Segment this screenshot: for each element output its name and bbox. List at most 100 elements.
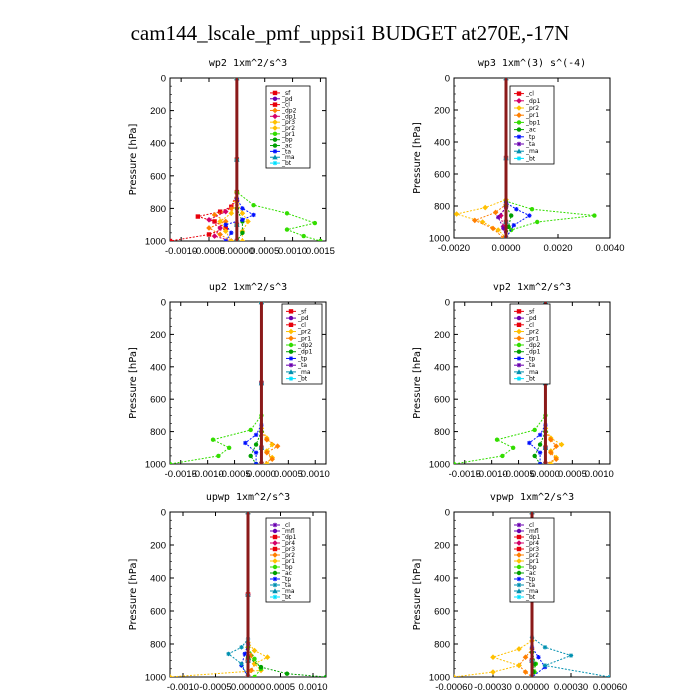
- data-point_pr1: [264, 436, 270, 443]
- data-point_dp2: [454, 461, 457, 464]
- legend-label: _pr2: [525, 329, 539, 336]
- x-tick-label: -0.0020: [438, 243, 470, 254]
- legend-swatch-marker: [516, 528, 522, 534]
- plot-area: [170, 302, 281, 464]
- data-point_tp: [511, 223, 516, 228]
- data-point_pr1: [301, 233, 306, 239]
- data-point_ta: [240, 217, 245, 223]
- legend-swatch-marker: [272, 552, 278, 558]
- data-point_dp2: [216, 453, 221, 459]
- data-point_ta: [607, 674, 610, 677]
- legend-swatch-marker: [272, 570, 278, 576]
- legend: _cl_dp1_pr2_pr1_bp1_ac_tp_ta_ma_bt: [509, 85, 555, 165]
- legend-swatch-marker: [272, 528, 278, 534]
- panel-3: up2 1xm^2/s^302004006008001000-0.0015-0.…: [128, 282, 330, 480]
- series-line_tp: [244, 302, 262, 464]
- x-tick-label: 0.0000: [531, 469, 560, 480]
- legend-swatch-marker: [516, 362, 522, 368]
- legend-label: _bp: [525, 564, 537, 571]
- data-point_pr3: [222, 228, 229, 235]
- data-point_cl: [212, 219, 217, 224]
- data-point_ac: [323, 674, 326, 677]
- data-point_dp1: [217, 225, 223, 231]
- series-line_tp: [505, 78, 531, 238]
- legend-swatch-marker: [272, 96, 278, 101]
- y-tick-label: 400: [434, 574, 450, 585]
- y-tick-label: 1000: [145, 460, 166, 471]
- legend-label: _tp: [297, 355, 307, 362]
- legend-swatch-marker: [288, 315, 294, 321]
- legend-swatch-marker: [272, 582, 278, 588]
- data-point_ta: [223, 222, 228, 227]
- y-tick-label: 200: [434, 330, 450, 341]
- legend-swatch-marker: [288, 356, 294, 361]
- legend: _cl_mfl_dp1_pr4_pr3_pr2_pr1_bp_ac_tp_ta_…: [265, 517, 311, 603]
- legend-label: _ta: [281, 148, 291, 155]
- data-point_tp: [537, 432, 543, 438]
- y-axis-label: Pressure [hPa]: [412, 559, 423, 631]
- y-tick-label: 600: [150, 607, 166, 618]
- data-point_pr2: [245, 218, 251, 225]
- data-point_dp1: [211, 233, 218, 239]
- y-tick-label: 600: [434, 170, 450, 181]
- panel-title: wp3 1xm^(3) s^(-4): [478, 58, 586, 69]
- x-tick-label: 0.0040: [595, 243, 624, 254]
- data-point_pr1: [490, 654, 496, 660]
- legend-label: _pd: [281, 96, 293, 103]
- legend-swatch-marker: [516, 134, 522, 139]
- data-point_bp1: [592, 213, 597, 218]
- legend-label: _ac: [525, 127, 536, 134]
- legend-label: _dp1: [525, 349, 541, 356]
- legend-swatch-marker: [288, 342, 294, 348]
- legend-label: _dp1: [525, 98, 541, 105]
- legend-swatch-marker: [288, 328, 294, 335]
- legend-label: _mfl: [525, 528, 539, 535]
- legend-swatch-marker: [516, 582, 522, 588]
- legend-label: _cl: [297, 322, 306, 329]
- legend-label: _ac: [281, 143, 292, 150]
- data-point_pr2: [248, 667, 255, 674]
- legend-swatch-marker: [516, 112, 522, 118]
- legend-swatch-marker: [516, 570, 522, 576]
- data-point_dp2: [210, 437, 216, 442]
- series-line_pr1: [236, 78, 321, 241]
- data-point_pr1: [454, 674, 457, 677]
- x-tick-label: -0.0005: [193, 246, 225, 257]
- data-point_tp: [253, 450, 259, 455]
- legend-label: _cl: [525, 522, 534, 529]
- data-point_tp: [527, 440, 532, 446]
- data-point_pr1: [312, 220, 318, 226]
- legend-swatch-marker: [516, 349, 522, 354]
- data-point_dp1: [253, 442, 259, 447]
- legend-label: _pd: [297, 315, 309, 322]
- legend-swatch-marker: [272, 540, 278, 546]
- data-point_dp2: [248, 427, 253, 433]
- legend-label: _dp1: [525, 534, 541, 541]
- legend-swatch-marker: [272, 149, 278, 154]
- x-tick-label: -0.0010: [192, 469, 224, 480]
- legend-label: _pr2: [281, 552, 295, 559]
- y-axis-label: Pressure [hPa]: [412, 347, 423, 419]
- legend-label: _pr1: [525, 112, 539, 119]
- legend-swatch-marker: [272, 160, 278, 166]
- data-point_pr2: [264, 461, 270, 464]
- data-point_pr3: [228, 238, 235, 241]
- x-tick-label: -0.00030: [474, 682, 512, 693]
- x-tick-label: -0.0005: [502, 469, 534, 480]
- legend-label: _ma: [281, 588, 295, 595]
- data-point_tp: [242, 651, 247, 657]
- data-point_ta: [496, 215, 501, 220]
- legend-label: _pr1: [525, 335, 539, 342]
- y-tick-label: 0: [445, 298, 450, 309]
- y-tick-label: 600: [434, 395, 450, 406]
- y-tick-label: 200: [150, 330, 166, 341]
- data-point_pr1: [490, 669, 496, 675]
- legend-label: _pr3: [281, 546, 295, 553]
- legend-swatch-marker: [272, 113, 278, 120]
- legend-label: _ta: [281, 582, 291, 589]
- series_cl: [170, 78, 240, 241]
- legend-label: _ta: [297, 362, 307, 369]
- x-tick-label: 0.0010: [585, 469, 614, 480]
- series-line_dp1: [208, 78, 238, 241]
- legend-label: _bp: [281, 137, 293, 144]
